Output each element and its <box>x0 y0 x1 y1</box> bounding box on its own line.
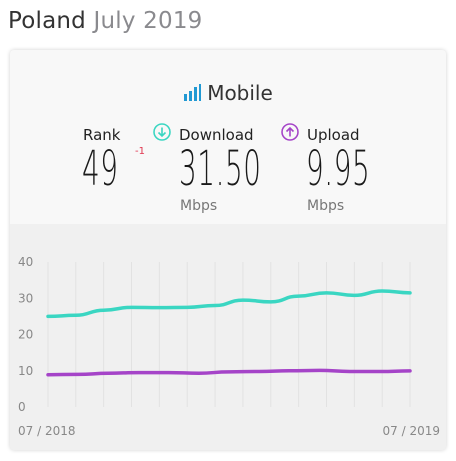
y-tick-label: 30 <box>18 291 33 305</box>
series-line-download <box>46 289 412 319</box>
x-tick-label-start: 07 / 2018 <box>18 424 75 438</box>
stats-panel <box>10 50 446 224</box>
download-unit: Mbps <box>180 198 218 214</box>
y-tick-label: 10 <box>18 364 33 378</box>
y-tick-label: 20 <box>18 328 33 342</box>
mobile-header: Mobile <box>10 80 446 106</box>
page-title: Poland July 2019 <box>8 8 203 34</box>
upload-label: Upload <box>307 126 360 144</box>
download-label: Download <box>179 126 254 144</box>
arrow-up-circle-icon <box>281 123 299 141</box>
upload-value: 9.95 <box>306 141 371 197</box>
period-label: July 2019 <box>93 8 203 34</box>
series-line-upload <box>46 368 412 377</box>
rank-label: Rank <box>83 126 121 144</box>
rank-change: -1 <box>135 146 145 157</box>
upload-unit: Mbps <box>307 198 345 214</box>
speed-chart: 40 30 20 10 0 07 / 2018 07 / 2019 <box>18 255 440 438</box>
arrow-down-circle-icon <box>153 123 171 141</box>
y-tick-label: 0 <box>18 400 26 414</box>
speedtest-card: Mobile Rank 49 -1 Download 31.50 Mbps Up… <box>10 50 446 450</box>
signal-bars-icon <box>184 84 202 101</box>
mobile-label: Mobile <box>207 81 273 105</box>
download-value: 31.50 <box>179 141 262 197</box>
x-tick-label-end: 07 / 2019 <box>383 424 440 438</box>
y-tick-label: 40 <box>18 255 33 269</box>
country-name: Poland <box>8 8 86 34</box>
rank-value: 49 <box>82 141 119 197</box>
